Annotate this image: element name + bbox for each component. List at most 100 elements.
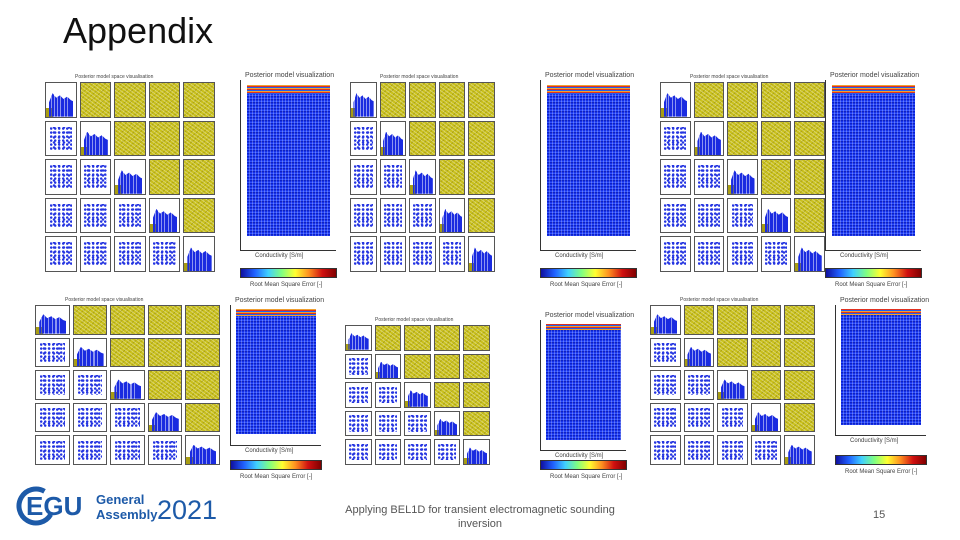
prior-cell <box>750 305 782 335</box>
prior-cell <box>727 120 758 157</box>
posterior-scatter-cell <box>79 197 112 234</box>
prior-cell <box>183 159 215 195</box>
colorbar-label: Root Mean Square Error [-] <box>240 474 313 480</box>
prior-cell <box>114 120 146 157</box>
posterior-scatter-cell <box>35 435 70 465</box>
rmse-colorbar <box>540 268 637 278</box>
prior-cell <box>185 337 220 368</box>
posterior-scatter-cell <box>438 236 466 272</box>
histogram-cell <box>404 382 431 408</box>
histogram-cell <box>183 236 215 272</box>
histogram-cell <box>35 305 70 335</box>
prior-cell <box>147 370 183 400</box>
prior-cell <box>438 82 466 118</box>
prior-cell <box>374 325 402 351</box>
colorbar-label: Root Mean Square Error [-] <box>845 469 918 475</box>
rmse-colorbar <box>835 455 927 465</box>
matrix-caption: Posterior model space visualisation <box>375 317 454 323</box>
posterior-scatter-cell <box>683 435 715 465</box>
rmse-colorbar <box>240 268 337 278</box>
histogram-cell <box>717 370 748 400</box>
posterior-scatter-cell <box>433 439 461 465</box>
prior-cell <box>185 305 220 335</box>
prior-cell <box>468 120 495 157</box>
posterior-scatter-matrix <box>650 305 815 465</box>
posterior-scatter-cell <box>693 197 725 234</box>
profile-xlabel: Conductivity [S/m] <box>840 253 889 259</box>
posterior-scatter-cell <box>35 337 70 368</box>
prior-cell <box>110 337 145 368</box>
posterior-scatter-cell <box>650 435 681 465</box>
prior-cell <box>784 402 815 433</box>
prior-cell <box>717 305 748 335</box>
histogram-cell <box>693 120 725 157</box>
prior-cell <box>468 82 495 118</box>
posterior-scatter-cell <box>727 197 758 234</box>
rmse-colorbar <box>540 460 627 470</box>
prior-cell <box>409 120 436 157</box>
prior-cell <box>148 159 181 195</box>
posterior-scatter-cell <box>379 159 407 195</box>
prior-cell <box>409 82 436 118</box>
prior-cell <box>183 82 215 118</box>
footer-text: Applying BEL1D for transient electromagn… <box>345 504 615 530</box>
matrix-caption: Posterior model space visualisation <box>680 297 759 303</box>
profile-model-lines <box>236 316 316 434</box>
posterior-scatter-cell <box>750 435 782 465</box>
prior-cell <box>114 82 146 118</box>
prior-cell <box>438 159 466 195</box>
prior-cell <box>727 82 758 118</box>
prior-cell <box>463 410 490 437</box>
prior-cell <box>463 382 490 408</box>
posterior-scatter-matrix <box>350 82 495 272</box>
prior-cell <box>468 159 495 195</box>
profile-xlabel: Conductivity [S/m] <box>850 438 899 444</box>
posterior-model-profile <box>240 80 336 251</box>
posterior-scatter-cell <box>350 159 377 195</box>
posterior-scatter-cell <box>72 435 108 465</box>
posterior-scatter-cell <box>374 439 402 465</box>
rmse-colorbar <box>230 460 322 470</box>
colorbar-label: Root Mean Square Error [-] <box>550 282 623 288</box>
prior-cell <box>468 197 495 234</box>
histogram-cell <box>660 82 691 118</box>
posterior-scatter-cell <box>110 435 145 465</box>
prior-cell <box>794 197 825 234</box>
posterior-scatter-cell <box>683 370 715 400</box>
prior-cell <box>147 305 183 335</box>
profile-caption: Posterior model visualization <box>245 72 335 79</box>
page-number: 15 <box>873 509 886 521</box>
prior-cell <box>683 305 715 335</box>
posterior-scatter-matrix <box>45 82 215 272</box>
posterior-scatter-cell <box>717 435 748 465</box>
histogram-cell <box>650 305 681 335</box>
prior-cell <box>693 82 725 118</box>
prior-cell <box>183 120 215 157</box>
prior-cell <box>183 197 215 234</box>
histogram-cell <box>468 236 495 272</box>
histogram-cell <box>750 402 782 433</box>
posterior-scatter-cell <box>45 197 77 234</box>
posterior-scatter-cell <box>45 159 77 195</box>
prior-cell <box>760 82 792 118</box>
rmse-colorbar <box>825 268 922 278</box>
profile-caption: Posterior model visualization <box>545 312 635 319</box>
slide-title: Appendix <box>63 10 214 51</box>
prior-cell <box>110 305 145 335</box>
prior-cell <box>185 370 220 400</box>
posterior-scatter-cell <box>660 159 691 195</box>
colorbar-label: Root Mean Square Error [-] <box>250 282 323 288</box>
profile-model-lines <box>831 93 916 237</box>
histogram-cell <box>784 435 815 465</box>
histogram-cell <box>79 120 112 157</box>
posterior-scatter-cell <box>345 353 372 380</box>
profile-xlabel: Conductivity [S/m] <box>245 448 294 454</box>
posterior-scatter-matrix <box>660 82 825 272</box>
histogram-cell <box>374 353 402 380</box>
posterior-scatter-cell <box>345 410 372 437</box>
prior-cell <box>79 82 112 118</box>
matrix-caption: Posterior model space visualisation <box>380 74 459 80</box>
posterior-scatter-cell <box>114 197 146 234</box>
histogram-cell <box>345 325 372 351</box>
posterior-scatter-cell <box>79 159 112 195</box>
